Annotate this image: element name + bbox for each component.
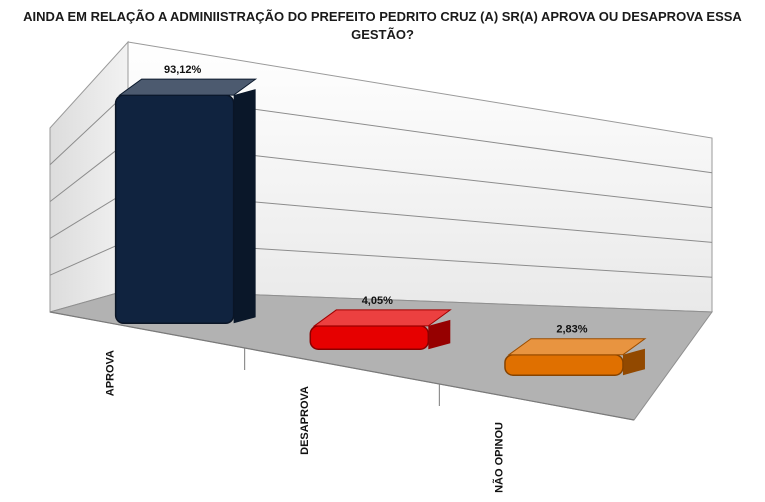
data-label: 93,12% xyxy=(164,64,202,76)
bar-n-o-opinou xyxy=(504,338,647,376)
bar-aprova xyxy=(114,78,258,325)
bar-top xyxy=(312,309,452,327)
bar-top xyxy=(118,78,258,96)
data-label: 2,83% xyxy=(556,324,587,336)
bar-front xyxy=(309,325,430,350)
category-label: NÃO OPINOU xyxy=(493,422,506,493)
bar-top xyxy=(507,338,647,356)
bar-front xyxy=(114,94,235,325)
category-label: DESAPROVA xyxy=(299,386,311,455)
category-ticks xyxy=(244,348,440,406)
floor-front-edge xyxy=(49,311,635,421)
category-labels: APROVA DESAPROVA NÃO OPINOU xyxy=(104,350,505,493)
category-label: APROVA xyxy=(104,350,116,396)
bars xyxy=(114,78,647,376)
bar-side xyxy=(428,319,451,350)
bar-front xyxy=(504,353,624,376)
data-labels: 93,12% 4,05% 2,83% xyxy=(164,64,588,336)
chart-title: AINDA EM RELAÇÃO A ADMINIISTRAÇÃO DO PRE… xyxy=(23,9,742,42)
data-label: 4,05% xyxy=(362,295,393,307)
bar-side xyxy=(622,348,645,376)
bar-side xyxy=(233,89,256,324)
bar-desaprova xyxy=(309,309,452,350)
